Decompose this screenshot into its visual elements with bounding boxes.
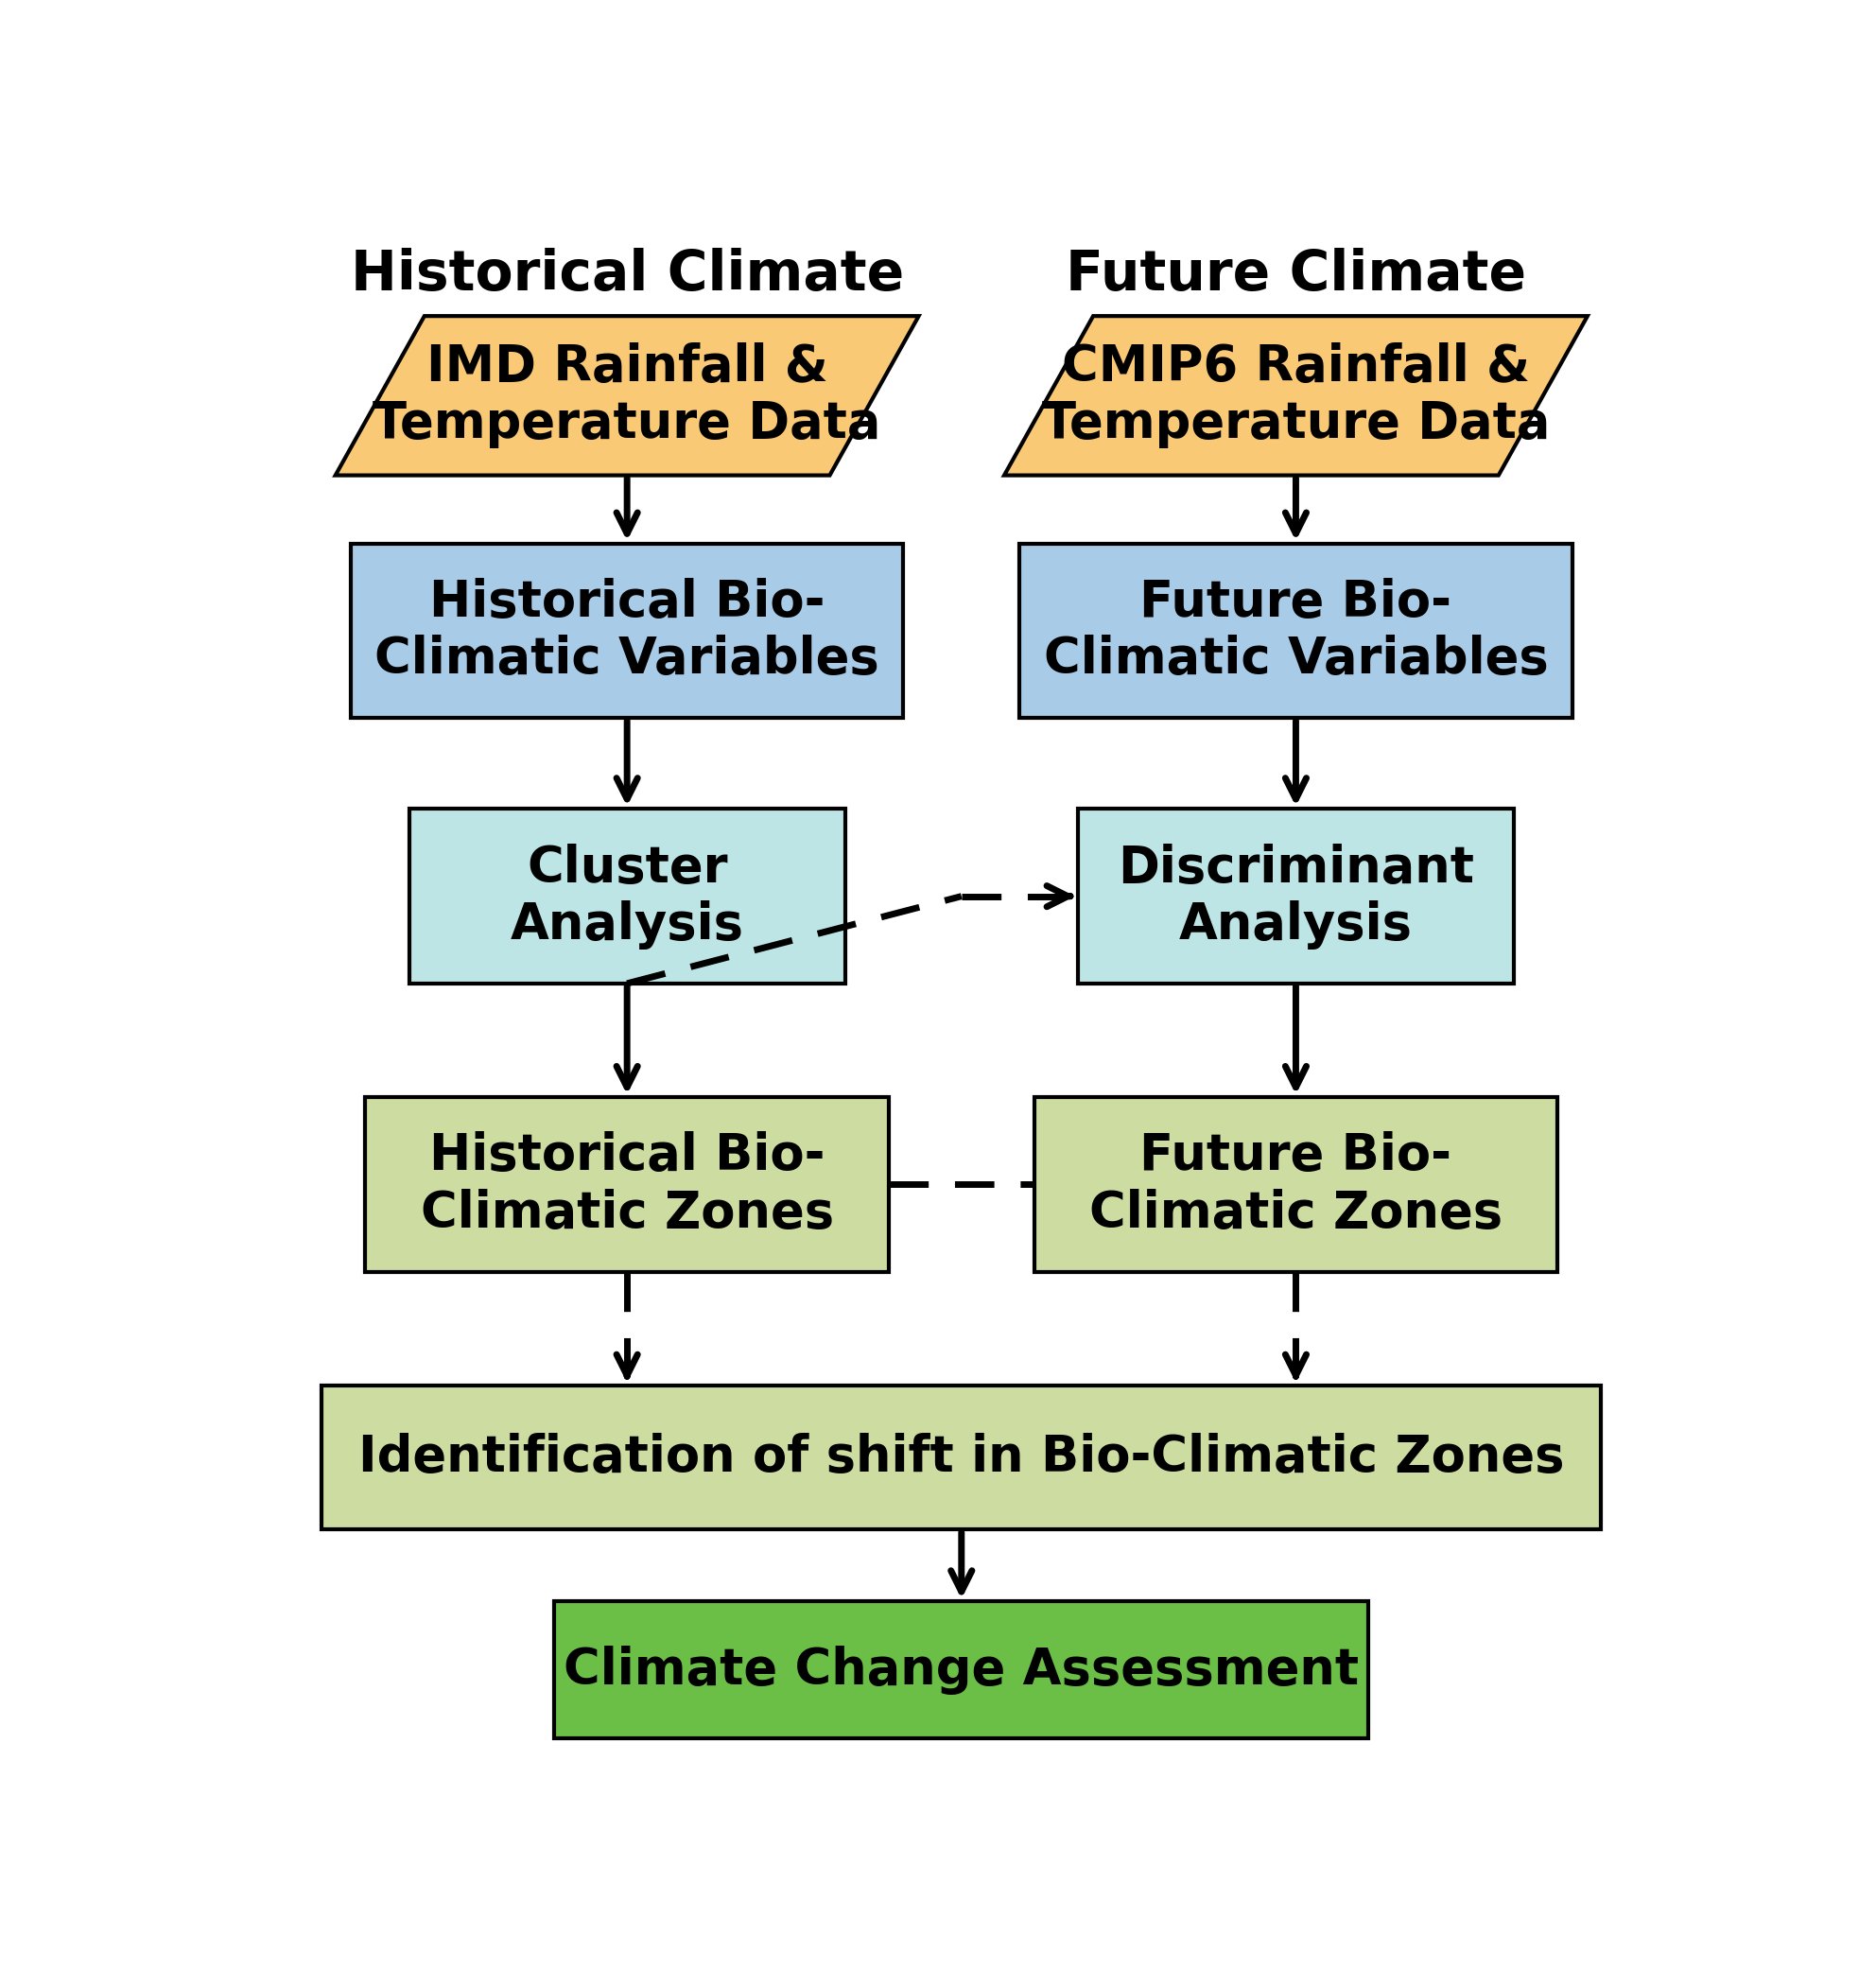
Text: IMD Rainfall &
Temperature Data: IMD Rainfall & Temperature Data <box>373 343 882 449</box>
Text: Discriminant
Analysis: Discriminant Analysis <box>1118 843 1475 950</box>
FancyBboxPatch shape <box>323 1385 1602 1529</box>
Text: Future Bio-
Climatic Variables: Future Bio- Climatic Variables <box>1043 577 1548 684</box>
Polygon shape <box>1004 315 1587 475</box>
FancyBboxPatch shape <box>1077 810 1514 983</box>
Polygon shape <box>336 315 919 475</box>
Text: Future Climate: Future Climate <box>1066 248 1527 301</box>
FancyBboxPatch shape <box>1034 1097 1557 1273</box>
FancyBboxPatch shape <box>555 1602 1369 1738</box>
FancyBboxPatch shape <box>351 544 904 717</box>
Text: Historical Bio-
Climatic Zones: Historical Bio- Climatic Zones <box>420 1131 833 1237</box>
Text: CMIP6 Rainfall &
Temperature Data: CMIP6 Rainfall & Temperature Data <box>1041 343 1550 449</box>
FancyBboxPatch shape <box>1021 544 1572 717</box>
Text: Future Bio-
Climatic Zones: Future Bio- Climatic Zones <box>1090 1131 1503 1237</box>
Text: Identification of shift in Bio-Climatic Zones: Identification of shift in Bio-Climatic … <box>358 1432 1565 1481</box>
Text: Climate Change Assessment: Climate Change Assessment <box>565 1645 1358 1694</box>
FancyBboxPatch shape <box>366 1097 889 1273</box>
Text: Cluster
Analysis: Cluster Analysis <box>510 843 743 950</box>
Text: Historical Bio-
Climatic Variables: Historical Bio- Climatic Variables <box>375 577 880 684</box>
FancyBboxPatch shape <box>409 810 846 983</box>
Text: Historical Climate: Historical Climate <box>351 248 904 301</box>
